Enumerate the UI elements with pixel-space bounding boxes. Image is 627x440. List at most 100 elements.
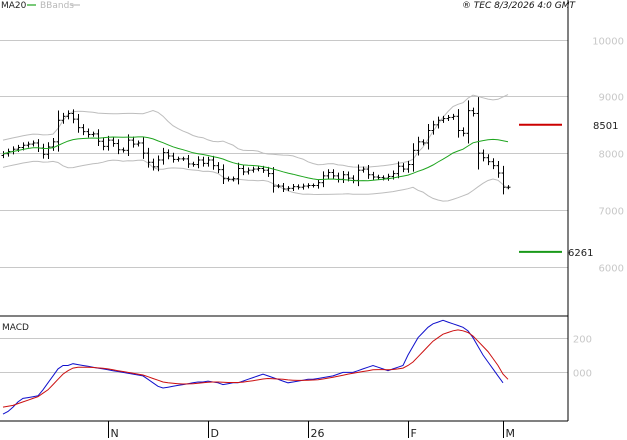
- timestamp: ® TEC 8/3/2026 4:0 GMT: [462, 1, 577, 11]
- bband-lower-line: [2, 159, 509, 202]
- price-bar: [486, 154, 491, 166]
- price-bar: [126, 134, 131, 157]
- price-bar: [176, 156, 181, 162]
- price-bar: [66, 110, 71, 120]
- price-bar: [276, 184, 281, 189]
- legend-bbands: BBands: [40, 1, 74, 11]
- price-bar: [146, 147, 151, 168]
- price-bar: [86, 128, 91, 138]
- price-bar: [116, 139, 121, 155]
- price-bar: [186, 154, 191, 168]
- price-tick-label: 10000: [592, 37, 624, 48]
- ma20-line: [2, 136, 509, 182]
- price-bar: [406, 160, 411, 173]
- price-bar: [81, 124, 86, 136]
- price-bar: [366, 164, 371, 179]
- price-bar: [331, 169, 336, 180]
- x-tick-label: N: [111, 427, 119, 440]
- price-bar: [91, 131, 96, 137]
- x-tick-label: D: [211, 427, 219, 440]
- price-bar: [481, 149, 486, 162]
- price-bar: [326, 169, 331, 180]
- price-bar: [416, 136, 421, 156]
- price-bar: [231, 176, 236, 182]
- price-bar: [441, 115, 446, 123]
- price-bar: [201, 156, 206, 167]
- price-bar: [316, 179, 321, 189]
- price-bar: [256, 166, 261, 172]
- price-bar: [136, 140, 141, 147]
- macd-tick-label: 000: [573, 369, 592, 380]
- price-bar: [151, 158, 156, 171]
- price-bar: [41, 143, 46, 159]
- resistance-label: 8501: [593, 121, 618, 132]
- price-tick-label: 9000: [599, 93, 624, 104]
- macd-y-ticks: 200 000: [573, 335, 592, 380]
- price-bar: [161, 147, 166, 165]
- price-bar: [376, 174, 381, 180]
- price-bar: [446, 114, 451, 122]
- price-bar: [461, 127, 466, 137]
- price-bar: [211, 155, 216, 170]
- price-bar: [266, 166, 271, 177]
- price-y-ticks: 10000 9000 8000 7000 6000: [592, 37, 624, 275]
- price-bar: [476, 97, 481, 170]
- x-axis-ticks: N D 26 F M: [108, 421, 515, 440]
- price-bar: [246, 167, 251, 175]
- price-bar: [31, 140, 36, 147]
- macd-tick-label: 200: [573, 335, 592, 346]
- price-bar: [101, 137, 106, 151]
- macd-title: MACD: [2, 323, 29, 333]
- price-bar: [466, 100, 471, 144]
- price-bar: [341, 171, 346, 183]
- price-bar: [371, 171, 376, 180]
- support-label: 6261: [568, 248, 593, 259]
- price-bar: [26, 141, 31, 148]
- price-bar: [76, 114, 81, 133]
- price-bar: [96, 129, 101, 146]
- price-bar: [311, 183, 316, 188]
- price-bar: [306, 183, 311, 189]
- price-bar: [471, 107, 476, 117]
- price-bar: [431, 120, 436, 135]
- price-bar: [226, 176, 231, 182]
- price-bar: [291, 183, 296, 192]
- price-bar: [271, 167, 276, 193]
- price-bar: [501, 165, 506, 195]
- price-bar: [111, 136, 116, 147]
- price-bar: [396, 161, 401, 179]
- price-tick-label: 7000: [599, 207, 624, 218]
- price-bar: [46, 142, 51, 160]
- price-bar: [196, 156, 201, 169]
- macd-line: [2, 319, 504, 415]
- price-bar: [241, 165, 246, 176]
- price-bar: [361, 166, 366, 173]
- price-bar: [166, 149, 171, 160]
- price-bar: [336, 172, 341, 183]
- price-bar: [51, 137, 56, 151]
- price-bar: [351, 175, 356, 184]
- price-bar: [171, 152, 176, 163]
- price-bar: [106, 135, 111, 151]
- price-bar: [301, 183, 306, 190]
- price-bar: [356, 164, 361, 187]
- x-tick-label: F: [411, 427, 417, 440]
- price-bar: [491, 158, 496, 170]
- price-bar: [71, 109, 76, 124]
- price-bar: [506, 185, 511, 190]
- price-bar: [296, 184, 301, 190]
- x-tick-label: 26: [311, 427, 325, 440]
- price-bar: [456, 109, 461, 138]
- price-bar: [191, 161, 196, 167]
- price-bar: [386, 173, 391, 181]
- macd-signal-line: [2, 329, 509, 408]
- price-bar: [221, 164, 226, 185]
- price-bar: [36, 139, 41, 152]
- price-bar: [216, 162, 221, 174]
- price-bar: [281, 183, 286, 192]
- price-bar: [141, 137, 146, 159]
- price-bar: [251, 166, 256, 173]
- price-tick-label: 6000: [599, 264, 624, 275]
- price-bar: [131, 136, 136, 148]
